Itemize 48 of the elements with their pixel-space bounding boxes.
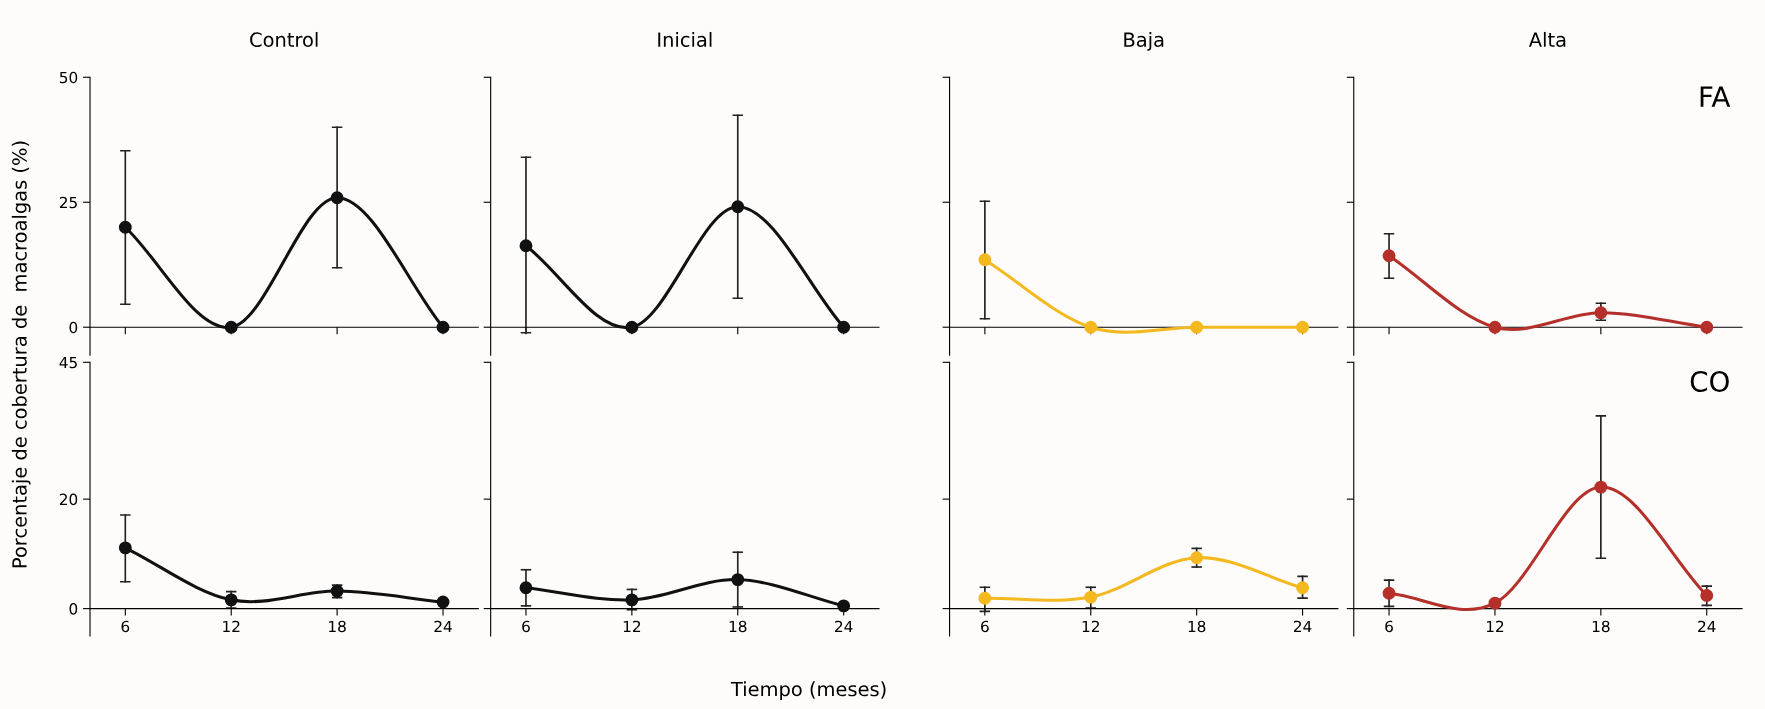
- chart-title: Alta: [1528, 31, 1566, 47]
- point: [1084, 590, 1098, 604]
- point: [118, 220, 132, 234]
- x-tick-label: 18: [1188, 620, 1206, 633]
- y-tick-label: 45: [59, 356, 77, 369]
- chart-title: Inicial: [658, 31, 712, 47]
- x-tick-label: 6: [1385, 620, 1393, 633]
- x-tick-label: 24: [434, 620, 452, 633]
- x-tick-label: 12: [623, 620, 641, 633]
- x-tick-label: 12: [1082, 620, 1099, 633]
- point: [731, 573, 745, 587]
- y-tick-label: 0: [69, 321, 78, 334]
- x-tick-label: 6: [121, 620, 130, 633]
- x-tick-label: 6: [981, 620, 989, 633]
- x-tick-label: 18: [329, 620, 346, 633]
- point: [1296, 581, 1310, 595]
- x-tick-label: 24: [1698, 620, 1716, 633]
- point: [224, 320, 238, 334]
- y-tick-label: 20: [59, 493, 78, 506]
- x-tick-label: 18: [1592, 620, 1610, 633]
- x-tick-label: 6: [522, 620, 530, 633]
- x-axis-title: Tiempo (meses): [730, 681, 886, 701]
- annotation: FA: [1700, 86, 1731, 107]
- y-tick-label: 25: [59, 196, 77, 209]
- x-tick-label: 18: [729, 620, 747, 633]
- point: [519, 581, 533, 595]
- point: [1700, 589, 1714, 602]
- point: [1594, 480, 1608, 494]
- chart-title: Control: [250, 31, 318, 47]
- point: [118, 541, 132, 555]
- y-tick-label: 0: [69, 603, 78, 615]
- point: [978, 591, 992, 605]
- annotation: CO: [1690, 371, 1729, 393]
- x-tick-label: 12: [1486, 620, 1504, 633]
- chart-title: Baja: [1124, 31, 1164, 51]
- x-tick-label: 24: [1293, 620, 1312, 633]
- point: [1488, 596, 1502, 610]
- y-tick-label: 50: [59, 71, 78, 84]
- y-axis-title: Porcentaje de cobertura de macroalgas (%): [11, 141, 31, 568]
- point: [1190, 551, 1204, 565]
- point: [1382, 586, 1396, 600]
- point: [625, 593, 639, 607]
- point: [330, 191, 344, 205]
- x-tick-label: 12: [223, 620, 240, 633]
- point: [436, 320, 450, 334]
- x-tick-label: 24: [835, 620, 853, 633]
- point: [837, 599, 851, 613]
- point: [436, 595, 450, 609]
